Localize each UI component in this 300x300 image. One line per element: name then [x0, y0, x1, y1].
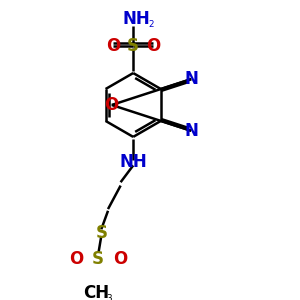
Text: N: N — [184, 70, 198, 88]
Text: N: N — [184, 122, 198, 140]
Text: $_2$: $_2$ — [148, 17, 155, 30]
Text: O: O — [106, 37, 120, 55]
Text: O: O — [105, 96, 119, 114]
Text: O: O — [112, 250, 127, 268]
Text: S: S — [127, 37, 139, 55]
Text: CH: CH — [83, 284, 109, 300]
Text: NH: NH — [123, 10, 150, 28]
Text: O: O — [146, 37, 160, 55]
Text: S: S — [95, 224, 107, 242]
Text: S: S — [92, 250, 104, 268]
Text: O: O — [69, 250, 83, 268]
Text: $_3$: $_3$ — [106, 291, 113, 300]
Text: NH: NH — [119, 153, 147, 171]
